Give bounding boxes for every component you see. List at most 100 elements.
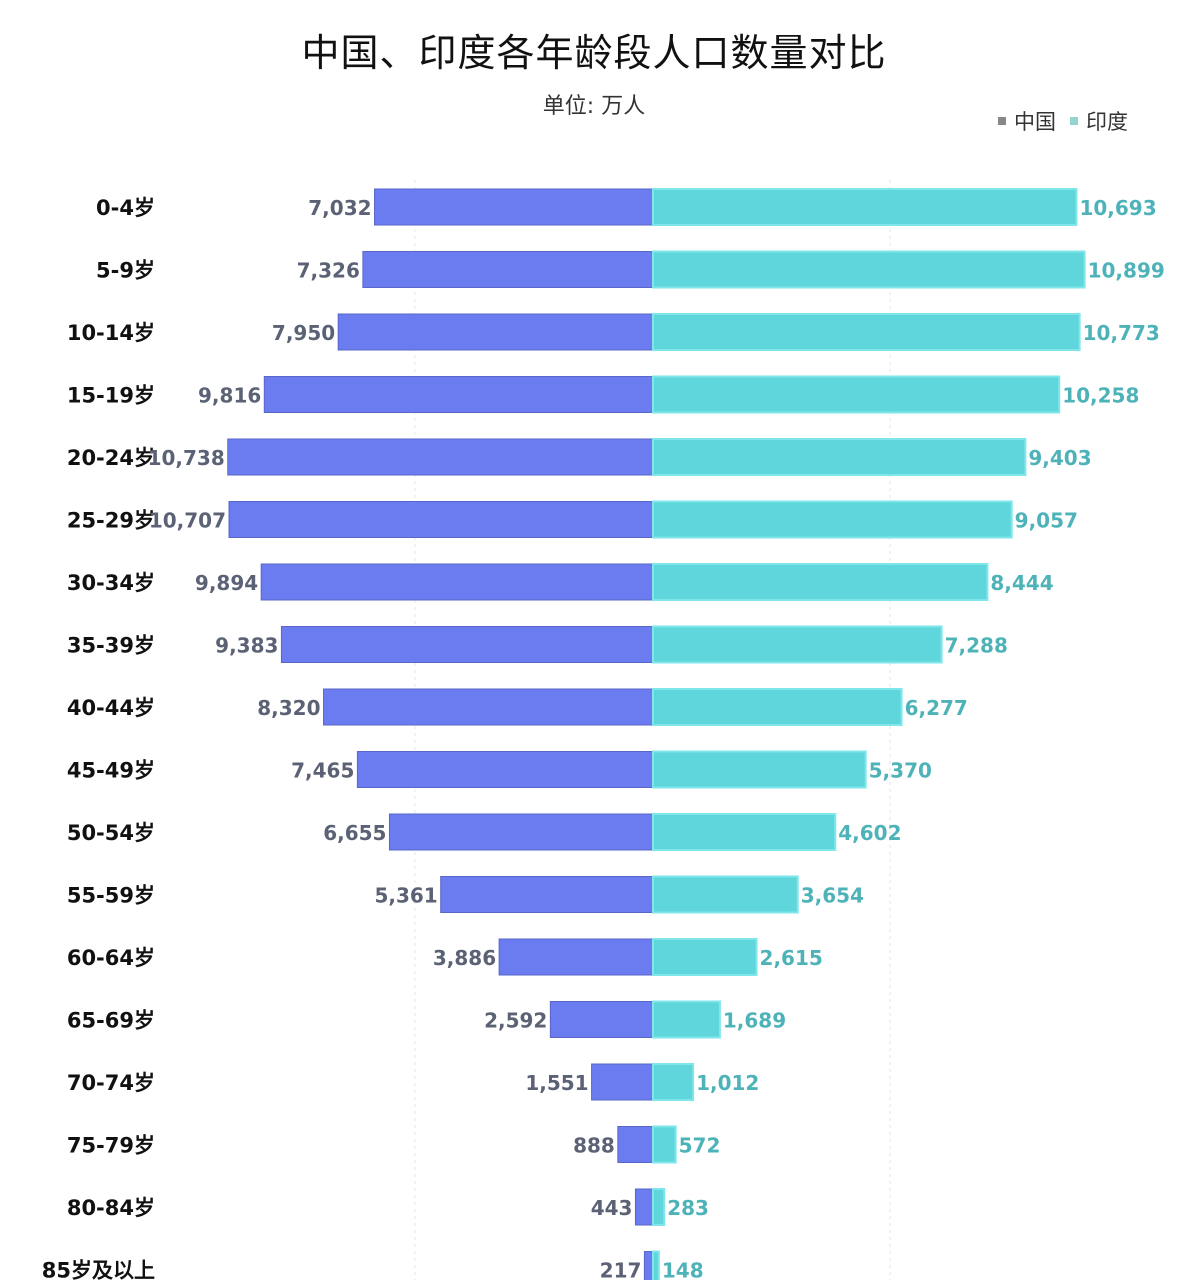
legend: 中国 印度 [998, 106, 1128, 136]
value-label-india: 6,277 [905, 696, 968, 720]
bar-china [356, 751, 654, 788]
category-label: 15-19岁 [67, 384, 155, 408]
value-label-china: 1,551 [525, 1071, 588, 1095]
category-label: 5-9岁 [96, 259, 155, 283]
value-label-india: 10,693 [1079, 196, 1156, 220]
bar-india [652, 313, 1081, 351]
category-label: 0-4岁 [96, 196, 155, 220]
legend-item-india: 印度 [1070, 106, 1128, 136]
value-label-china: 9,894 [195, 571, 258, 595]
value-label-india: 7,288 [945, 634, 1008, 658]
value-label-india: 9,403 [1028, 446, 1091, 470]
value-label-china: 7,465 [291, 759, 354, 783]
bar-india [652, 1063, 695, 1101]
bar-china [227, 438, 654, 476]
legend-item-china: 中国 [998, 106, 1056, 136]
bar-india [652, 750, 867, 789]
value-label-china: 8,320 [257, 696, 320, 720]
bar-india [652, 188, 1078, 226]
bar-china [263, 376, 654, 413]
category-label: 20-24岁 [67, 446, 155, 470]
category-label: 50-54岁 [67, 821, 155, 845]
value-label-india: 3,654 [801, 884, 864, 908]
category-label: 45-49岁 [67, 759, 155, 783]
value-label-china: 7,950 [272, 321, 335, 345]
value-label-china: 6,655 [323, 821, 386, 845]
legend-label: 印度 [1086, 110, 1128, 134]
bar-china [549, 1001, 654, 1038]
bar-china [337, 313, 654, 351]
bar-india [652, 438, 1027, 476]
value-label-india: 10,258 [1062, 384, 1139, 408]
bar-india [652, 1000, 721, 1039]
bar-india [652, 1125, 677, 1164]
category-label: 80-84岁 [67, 1196, 155, 1220]
value-label-india: 9,057 [1015, 509, 1078, 533]
chart-subtitle: 单位: 万人 [542, 94, 646, 119]
bar-india [652, 1188, 666, 1226]
value-label-china: 7,032 [308, 196, 371, 220]
value-label-india: 572 [679, 1134, 721, 1158]
value-label-china: 5,361 [374, 884, 437, 908]
bar-india [652, 563, 989, 601]
bar-india [652, 500, 1013, 539]
bar-india [652, 875, 799, 914]
value-label-india: 8,444 [990, 571, 1053, 595]
category-label: 85岁及以上 [42, 1259, 155, 1280]
bar-india [652, 688, 903, 726]
value-label-india: 5,370 [869, 759, 932, 783]
bar-india [652, 938, 758, 976]
value-label-china: 443 [591, 1196, 633, 1220]
category-label: 40-44岁 [67, 696, 155, 720]
value-label-china: 2,592 [484, 1009, 547, 1033]
value-label-india: 10,773 [1083, 321, 1160, 345]
bar-india [652, 250, 1086, 289]
bar-india [652, 1250, 660, 1280]
bar-china [440, 876, 654, 913]
bar-india [652, 625, 943, 664]
chart-title: 中国、印度各年龄段人口数量对比 [301, 31, 887, 75]
value-label-china: 9,816 [198, 384, 261, 408]
bar-china [362, 251, 654, 288]
bar-china [374, 188, 654, 226]
bar-china [388, 813, 654, 851]
legend-swatch [998, 117, 1006, 125]
bar-india [652, 813, 837, 851]
value-label-india: 10,899 [1088, 259, 1165, 283]
legend-label: 中国 [1014, 110, 1056, 134]
value-label-china: 9,383 [215, 634, 278, 658]
value-label-india: 283 [667, 1196, 709, 1220]
value-label-china: 10,738 [148, 446, 225, 470]
category-label: 30-34岁 [67, 571, 155, 595]
bar-china [228, 501, 654, 538]
value-label-india: 2,615 [760, 946, 823, 970]
category-label: 75-79岁 [67, 1134, 155, 1158]
bar-china [634, 1188, 654, 1226]
bar-china [591, 1063, 654, 1101]
category-label: 35-39岁 [67, 634, 155, 658]
bar-china [323, 688, 654, 726]
value-label-india: 1,689 [723, 1009, 786, 1033]
bar-china [617, 1126, 654, 1163]
bar-china [643, 1251, 654, 1280]
category-label: 65-69岁 [67, 1009, 155, 1033]
value-label-china: 10,707 [149, 509, 226, 533]
legend-swatch [1070, 117, 1078, 125]
bar-china [280, 626, 654, 663]
value-label-india: 4,602 [838, 821, 901, 845]
value-label-china: 217 [600, 1259, 642, 1280]
bar-india [652, 375, 1061, 414]
category-label: 70-74岁 [67, 1071, 155, 1095]
bar-china [260, 563, 654, 601]
value-label-china: 3,886 [433, 946, 496, 970]
category-label: 10-14岁 [67, 321, 155, 345]
bar-china [498, 938, 654, 976]
value-label-india: 148 [662, 1259, 704, 1280]
category-label: 55-59岁 [67, 884, 155, 908]
value-label-india: 1,012 [696, 1071, 759, 1095]
value-label-china: 7,326 [297, 259, 360, 283]
category-label: 60-64岁 [67, 946, 155, 970]
category-label: 25-29岁 [67, 509, 155, 533]
value-label-china: 888 [573, 1134, 615, 1158]
